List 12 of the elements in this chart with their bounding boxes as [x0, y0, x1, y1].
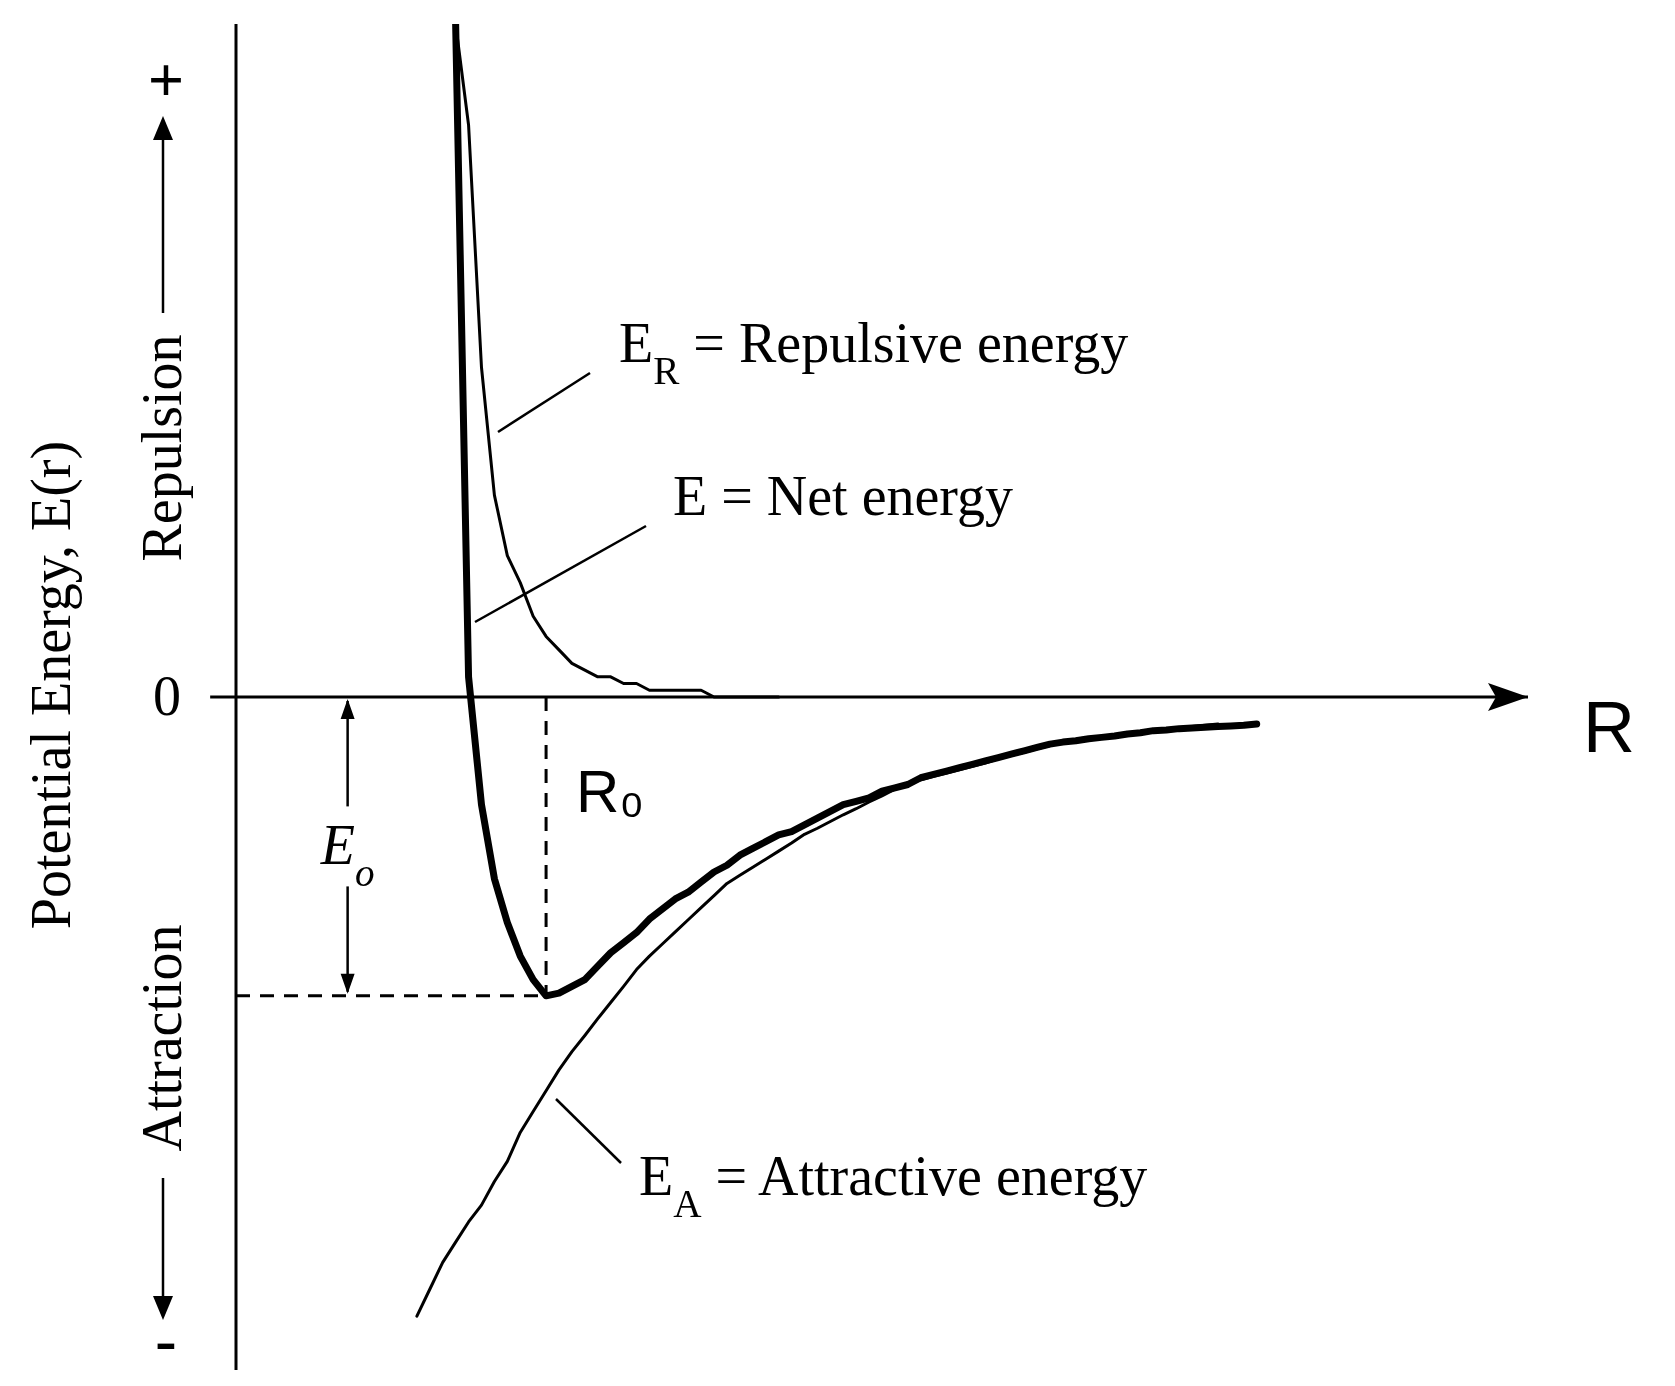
annotation: E = Net energy — [673, 465, 1013, 527]
text: - — [155, 1304, 177, 1375]
annotation: R₀ — [576, 758, 645, 825]
annotation: E$_{R}$ = Repulsive energy — [619, 312, 1129, 392]
annotation: E$_{o}$ — [319, 814, 375, 894]
text: + — [147, 44, 185, 115]
text: Repulsion — [131, 334, 193, 562]
annotation: E$_{A}$ = Attractive energy — [639, 1145, 1148, 1225]
ref-line-label: 0 — [153, 665, 181, 727]
x-axis-title: R — [1583, 687, 1635, 767]
text: Attraction — [131, 924, 193, 1152]
y-axis-title: Potential Energy, E(r) — [20, 440, 83, 930]
